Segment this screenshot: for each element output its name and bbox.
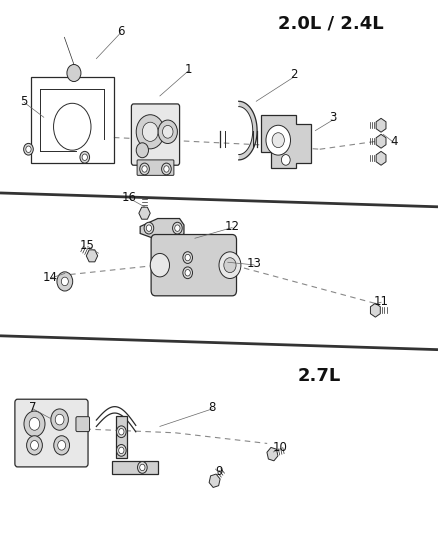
FancyBboxPatch shape xyxy=(137,160,174,175)
Circle shape xyxy=(140,163,149,175)
Circle shape xyxy=(60,276,70,287)
Circle shape xyxy=(57,272,73,291)
Ellipse shape xyxy=(53,103,91,150)
Circle shape xyxy=(55,414,64,425)
Circle shape xyxy=(31,440,39,450)
Circle shape xyxy=(82,154,88,160)
Text: 2.0L / 2.4L: 2.0L / 2.4L xyxy=(278,15,384,33)
Circle shape xyxy=(117,426,126,438)
Circle shape xyxy=(183,252,193,263)
Circle shape xyxy=(51,409,68,430)
Circle shape xyxy=(175,225,180,231)
Circle shape xyxy=(80,151,89,163)
Circle shape xyxy=(150,253,170,277)
Circle shape xyxy=(61,277,68,286)
Text: 12: 12 xyxy=(225,220,240,233)
Circle shape xyxy=(162,125,173,138)
Circle shape xyxy=(27,436,42,455)
Text: 7: 7 xyxy=(29,401,37,414)
Circle shape xyxy=(142,122,158,141)
Polygon shape xyxy=(239,101,257,160)
Text: 15: 15 xyxy=(80,239,95,252)
Text: 8: 8 xyxy=(209,401,216,414)
Circle shape xyxy=(266,125,290,155)
Polygon shape xyxy=(112,461,158,474)
FancyBboxPatch shape xyxy=(76,417,89,432)
Circle shape xyxy=(162,163,171,175)
Text: 5: 5 xyxy=(21,95,28,108)
Polygon shape xyxy=(116,416,127,458)
Circle shape xyxy=(272,133,284,148)
Circle shape xyxy=(136,143,148,158)
Circle shape xyxy=(185,270,191,276)
Circle shape xyxy=(54,436,70,455)
Text: 3: 3 xyxy=(329,111,336,124)
Circle shape xyxy=(136,115,164,149)
Circle shape xyxy=(117,445,126,456)
Circle shape xyxy=(26,146,31,152)
FancyBboxPatch shape xyxy=(151,235,237,296)
Circle shape xyxy=(67,64,81,82)
Text: 10: 10 xyxy=(273,441,288,454)
Circle shape xyxy=(119,429,124,435)
Circle shape xyxy=(183,267,193,279)
Text: 2.7L: 2.7L xyxy=(298,367,341,385)
Text: 1: 1 xyxy=(184,63,192,76)
Text: 6: 6 xyxy=(117,26,124,38)
Text: 13: 13 xyxy=(247,257,261,270)
Circle shape xyxy=(71,70,77,76)
Circle shape xyxy=(58,440,66,450)
Text: 2: 2 xyxy=(290,68,297,81)
Circle shape xyxy=(24,143,33,155)
Circle shape xyxy=(138,462,147,473)
Circle shape xyxy=(173,222,182,234)
Circle shape xyxy=(29,417,40,430)
Text: 9: 9 xyxy=(215,465,223,478)
Circle shape xyxy=(24,411,45,437)
Circle shape xyxy=(119,447,124,454)
Circle shape xyxy=(185,254,191,261)
Circle shape xyxy=(158,120,177,143)
Text: 4: 4 xyxy=(390,135,398,148)
Circle shape xyxy=(62,278,67,285)
Circle shape xyxy=(164,166,169,172)
Text: 11: 11 xyxy=(374,295,389,308)
FancyBboxPatch shape xyxy=(15,399,88,467)
FancyBboxPatch shape xyxy=(131,104,180,165)
Text: 14: 14 xyxy=(43,271,58,284)
Circle shape xyxy=(146,225,152,231)
Circle shape xyxy=(281,155,290,165)
Text: 16: 16 xyxy=(122,191,137,204)
Polygon shape xyxy=(140,219,184,240)
Circle shape xyxy=(69,67,79,79)
Circle shape xyxy=(144,222,154,234)
Circle shape xyxy=(142,166,147,172)
Circle shape xyxy=(219,252,241,278)
Circle shape xyxy=(140,464,145,471)
Circle shape xyxy=(224,257,236,272)
Polygon shape xyxy=(261,115,311,168)
